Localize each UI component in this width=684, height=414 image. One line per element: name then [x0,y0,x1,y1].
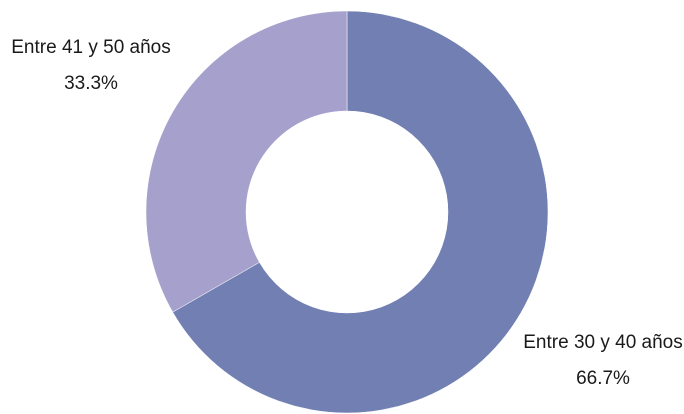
slice-label-entre-41-50: Entre 41 y 50 años [11,37,171,58]
slice-value-entre-30-40: 66.7% [576,368,630,389]
slice-value-entre-41-50: 33.3% [64,73,118,94]
donut-slice-0 [172,10,549,414]
slice-label-entre-30-40: Entre 30 y 40 años [523,332,683,353]
labels-layer: Entre 30 y 40 años 66.7% Entre 41 y 50 a… [11,37,683,389]
slices-layer [145,10,549,414]
donut-slice-1 [145,10,348,313]
